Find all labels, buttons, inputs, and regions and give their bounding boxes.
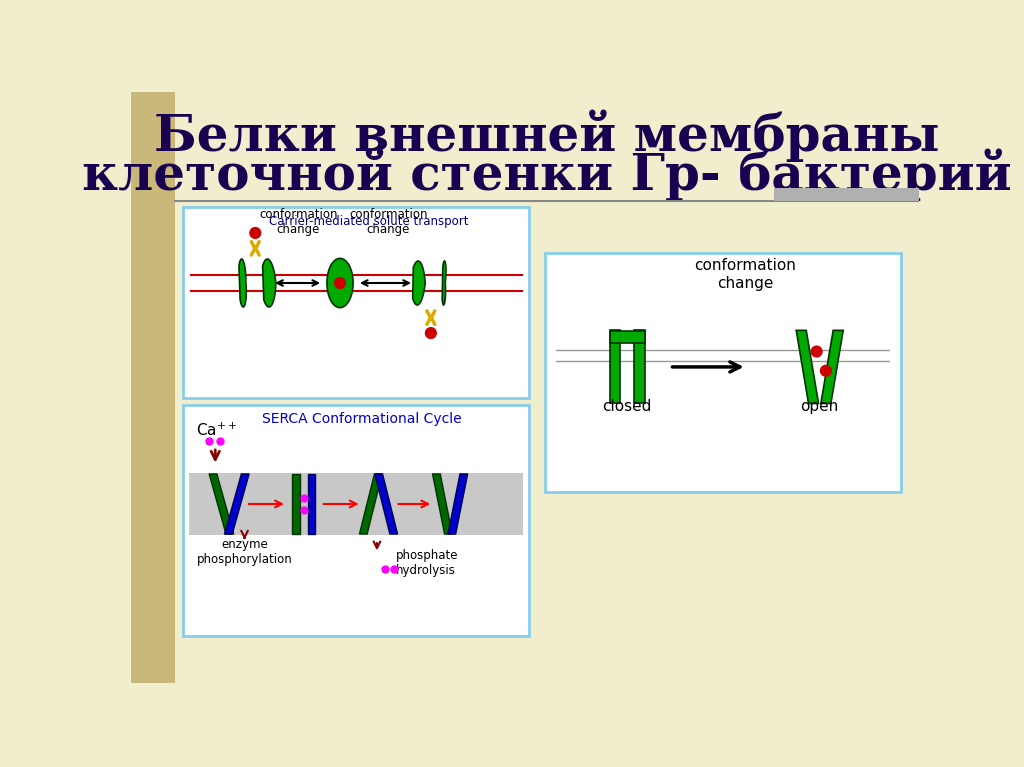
Text: open: open xyxy=(801,400,839,414)
Polygon shape xyxy=(262,259,275,307)
Polygon shape xyxy=(442,261,445,305)
Polygon shape xyxy=(307,474,315,534)
Polygon shape xyxy=(209,474,233,534)
Polygon shape xyxy=(413,261,425,305)
Text: enzyme
phosphorylation: enzyme phosphorylation xyxy=(197,538,293,566)
Polygon shape xyxy=(292,474,300,534)
FancyBboxPatch shape xyxy=(183,207,529,398)
Text: SERCA Conformational Cycle: SERCA Conformational Cycle xyxy=(262,413,462,426)
FancyBboxPatch shape xyxy=(545,253,900,492)
FancyBboxPatch shape xyxy=(183,406,529,637)
FancyBboxPatch shape xyxy=(131,92,175,683)
Polygon shape xyxy=(239,259,247,307)
Circle shape xyxy=(425,328,436,338)
Text: closed: closed xyxy=(602,400,652,414)
Polygon shape xyxy=(821,331,843,403)
FancyBboxPatch shape xyxy=(773,187,920,202)
Text: phosphate
hydrolysis: phosphate hydrolysis xyxy=(396,549,459,578)
Polygon shape xyxy=(447,474,468,534)
Polygon shape xyxy=(224,474,249,534)
Text: клеточной стенки Гр- бактерий: клеточной стенки Гр- бактерий xyxy=(82,148,1011,201)
Polygon shape xyxy=(359,474,382,534)
Circle shape xyxy=(820,365,831,376)
Ellipse shape xyxy=(327,258,353,308)
Text: Ca$^{++}$: Ca$^{++}$ xyxy=(197,421,238,439)
Text: Белки внешней мембраны: Белки внешней мембраны xyxy=(154,110,939,162)
FancyBboxPatch shape xyxy=(609,331,645,343)
Polygon shape xyxy=(375,474,397,534)
Text: Carrier-mediated solute transport: Carrier-mediated solute transport xyxy=(269,215,469,228)
Text: conformation
change: conformation change xyxy=(349,208,428,236)
Circle shape xyxy=(335,278,345,288)
Polygon shape xyxy=(797,331,818,403)
Polygon shape xyxy=(432,474,453,534)
Text: conformation
change: conformation change xyxy=(259,208,338,236)
Circle shape xyxy=(811,346,822,357)
FancyBboxPatch shape xyxy=(189,473,523,535)
Circle shape xyxy=(250,228,261,239)
FancyBboxPatch shape xyxy=(634,330,645,403)
FancyBboxPatch shape xyxy=(609,330,621,403)
Text: conformation
change: conformation change xyxy=(694,258,796,291)
